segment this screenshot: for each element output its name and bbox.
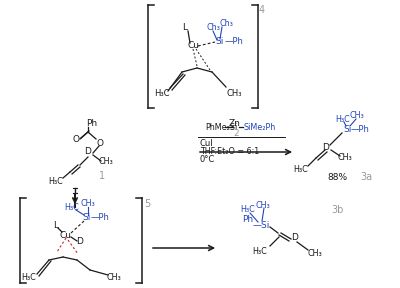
Text: 0°C: 0°C [200, 156, 215, 164]
Text: THF:Et₂O = 6:1: THF:Et₂O = 6:1 [200, 147, 259, 156]
Text: Si: Si [344, 124, 352, 134]
Text: CH₃: CH₃ [350, 111, 364, 120]
Text: —Si: —Si [252, 221, 270, 230]
Text: CH₃: CH₃ [308, 249, 322, 259]
Text: 88%: 88% [327, 173, 347, 181]
Text: D: D [84, 147, 92, 156]
Text: PhMe₂Si: PhMe₂Si [205, 122, 237, 132]
Text: 5: 5 [144, 199, 150, 209]
Text: 4: 4 [259, 5, 265, 15]
Text: CH₃: CH₃ [226, 90, 242, 98]
Text: 2: 2 [233, 130, 239, 139]
Text: Zn: Zn [229, 118, 241, 128]
Text: D: D [76, 238, 84, 247]
Text: Cu: Cu [187, 41, 199, 50]
Text: D: D [292, 234, 298, 242]
Text: O: O [96, 139, 104, 147]
Text: D: D [322, 143, 330, 151]
Text: CH₃: CH₃ [107, 272, 121, 281]
Text: H₃C: H₃C [49, 177, 63, 185]
Text: Ph: Ph [86, 118, 98, 128]
Text: L: L [54, 221, 58, 230]
Text: H₃C: H₃C [154, 90, 170, 98]
Text: L: L [182, 24, 188, 33]
Text: H₃C: H₃C [65, 204, 79, 213]
Text: —Ph: —Ph [350, 124, 370, 134]
Text: Ch₃: Ch₃ [206, 24, 220, 33]
Text: Ph: Ph [242, 215, 254, 225]
Text: CuI: CuI [200, 139, 214, 149]
Text: —Ph: —Ph [224, 37, 244, 46]
Text: 3b: 3b [332, 205, 344, 215]
Text: O: O [72, 134, 80, 143]
Text: —Ph: —Ph [90, 213, 110, 223]
Text: 3a: 3a [360, 172, 372, 182]
Text: Si: Si [83, 213, 91, 223]
Text: CH₃: CH₃ [99, 156, 113, 166]
Text: 1: 1 [99, 171, 105, 181]
Text: H₃C: H₃C [336, 115, 350, 124]
Text: Ch₃: Ch₃ [219, 18, 233, 27]
Text: CH₃: CH₃ [256, 200, 270, 209]
Text: Si: Si [216, 37, 224, 46]
Text: H₃C: H₃C [22, 272, 36, 281]
Text: H₃C: H₃C [241, 206, 255, 215]
Text: CH₃: CH₃ [338, 154, 352, 162]
Text: H₃C: H₃C [253, 247, 267, 255]
Text: Cu: Cu [59, 230, 71, 240]
Text: H₃C: H₃C [294, 164, 308, 173]
Text: CH₃: CH₃ [81, 200, 95, 209]
Text: SiMe₂Ph: SiMe₂Ph [243, 122, 275, 132]
